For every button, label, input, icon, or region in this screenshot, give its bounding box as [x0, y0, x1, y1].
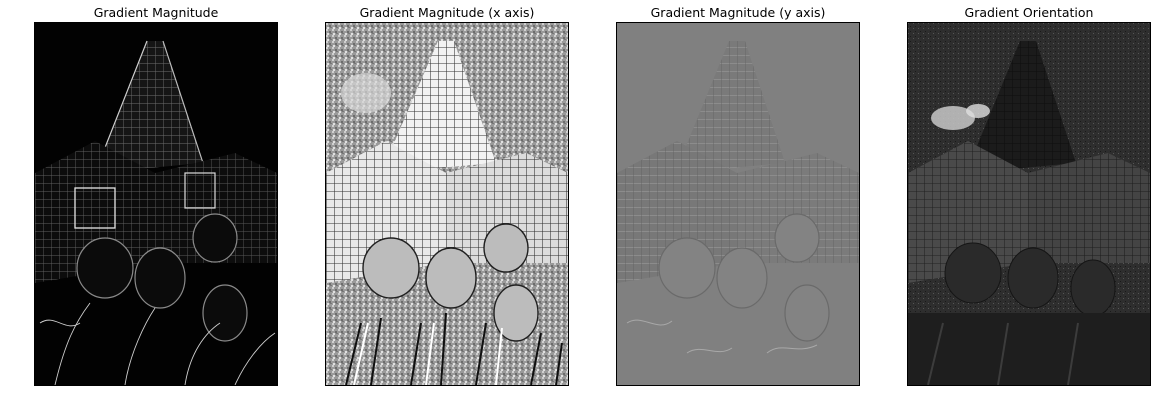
panel-title: Gradient Orientation — [964, 5, 1094, 20]
gradient-orientation-image — [907, 22, 1151, 386]
panel-title: Gradient Magnitude (x axis) — [359, 5, 535, 20]
panel-title: Gradient Magnitude — [93, 5, 219, 20]
panel-gradient-x: Gradient Magnitude (x axis) — [325, 0, 569, 410]
panel-gradient-orientation: Gradient Orientation — [907, 0, 1151, 410]
gradient-x-image — [325, 22, 569, 386]
panel-gradient-magnitude: Gradient Magnitude — [34, 0, 278, 410]
gradient-magnitude-image — [34, 22, 278, 386]
panel-title: Gradient Magnitude (y axis) — [650, 5, 826, 20]
gradient-y-image — [616, 22, 860, 386]
panel-gradient-y: Gradient Magnitude (y axis) — [616, 0, 860, 410]
